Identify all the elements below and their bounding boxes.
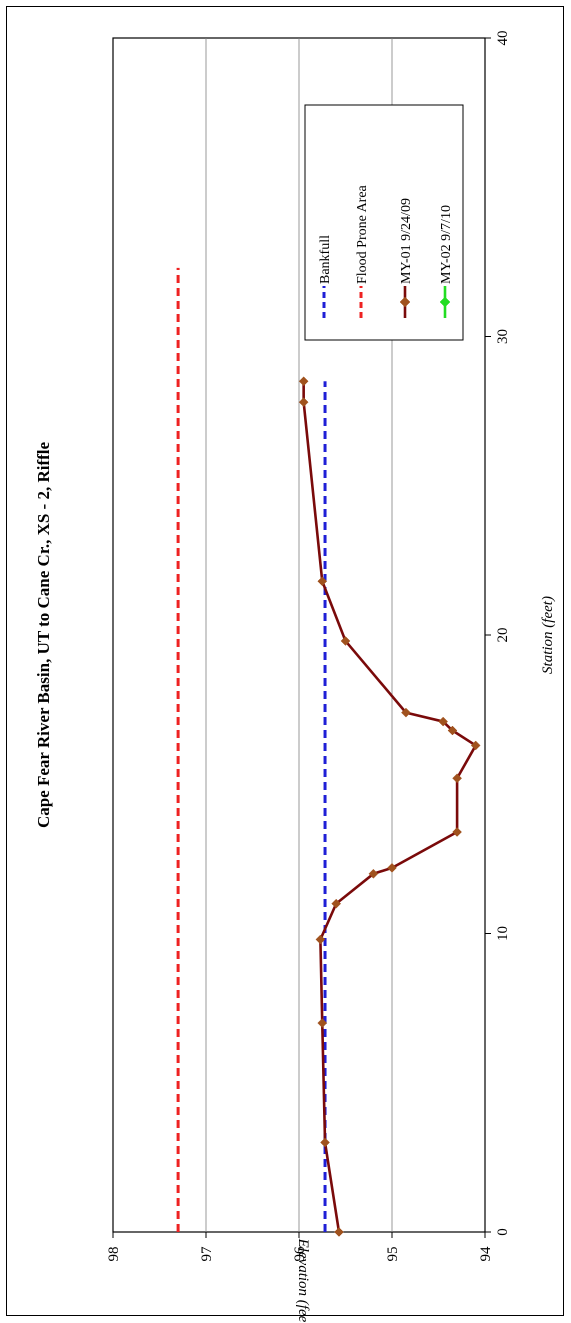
chart-title: Cape Fear River Basin, UT to Cane Cr., X…	[34, 441, 53, 828]
legend-box	[304, 104, 464, 341]
legend: Bankfull Flood Prone Area MY-01 9/24/09 MY-…	[304, 104, 464, 341]
legend-label: Flood Prone Area	[355, 184, 370, 284]
legend-marker	[399, 296, 411, 308]
data-point	[368, 868, 379, 879]
legend-label: Bankfull	[318, 235, 333, 284]
data-point	[447, 725, 458, 736]
x-tick-label: 20	[495, 628, 511, 643]
x-tick-label: 40	[495, 31, 511, 46]
x-axis-label: Station (feet)	[540, 596, 556, 674]
y-tick-label: 97	[199, 1246, 215, 1262]
series-line-2	[302, 381, 478, 1233]
x-tick-label: 0	[495, 1228, 511, 1236]
data-point	[298, 376, 309, 387]
data-point	[315, 934, 326, 945]
plot-layer: 94 95 96 97 98 0 10 20 30 40 Cape Fear River Basin…	[34, 31, 556, 1323]
y-axis-label: Elevation (feet)	[295, 1238, 311, 1323]
page-frame	[6, 6, 564, 1316]
data-point	[331, 898, 342, 909]
x-tick-label: 30	[495, 329, 511, 344]
data-point	[438, 716, 449, 727]
y-tick-label: 95	[385, 1247, 401, 1262]
data-point	[452, 773, 462, 784]
data-point	[387, 862, 397, 873]
y-tick-label: 94	[478, 1246, 494, 1262]
y-tick-label: 96	[292, 1246, 308, 1262]
legend-marker	[439, 296, 451, 308]
legend-label: MY-02 9/7/10	[439, 205, 454, 284]
y-tick-label: 98	[106, 1247, 122, 1262]
data-point	[401, 707, 411, 718]
data-point	[334, 1227, 344, 1237]
legend-label: MY-01 9/24/09	[399, 198, 414, 284]
data-point	[340, 636, 351, 646]
data-point	[452, 827, 462, 837]
data-point	[470, 740, 481, 751]
data-point	[320, 1137, 330, 1148]
data-point	[298, 397, 309, 408]
x-tick-label: 10	[495, 926, 511, 941]
data-point	[317, 576, 328, 587]
data-point	[317, 1018, 328, 1028]
